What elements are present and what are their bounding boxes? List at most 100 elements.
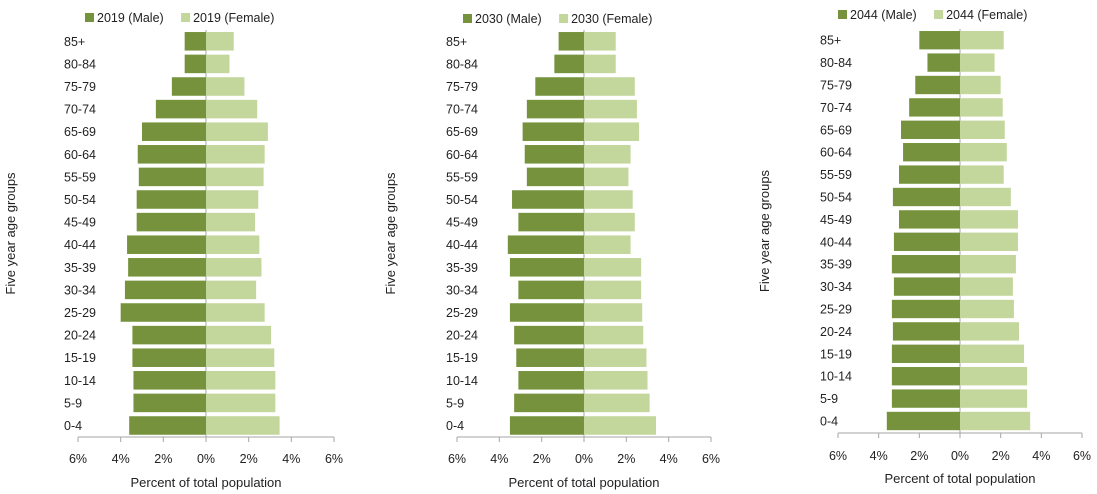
bar-female-85+ — [206, 32, 234, 51]
bar-female-0-4 — [584, 416, 656, 435]
category-label: 70-74 — [820, 101, 852, 115]
category-label: 35-39 — [64, 261, 96, 275]
x-tick-label: 6% — [448, 452, 466, 466]
bar-female-0-4 — [960, 411, 1031, 431]
bar-male-25-29 — [891, 299, 960, 319]
bar-male-70-74 — [909, 98, 960, 117]
category-label: 5-9 — [446, 396, 464, 410]
category-label: 85+ — [64, 35, 85, 49]
bar-female-30-34 — [584, 280, 642, 300]
bar-female-20-24 — [960, 322, 1019, 341]
x-tick-label: 2% — [910, 449, 928, 463]
category-label: 50-54 — [446, 193, 478, 207]
bar-female-85+ — [584, 32, 616, 51]
bar-female-55-59 — [206, 167, 264, 187]
bar-female-70-74 — [584, 99, 637, 119]
category-label: 65-69 — [446, 125, 478, 139]
bar-female-75-79 — [206, 77, 245, 96]
bar-male-45-49 — [899, 210, 960, 229]
bar-male-60-64 — [903, 143, 960, 162]
bar-female-50-54 — [206, 190, 259, 209]
bar-male-20-24 — [892, 322, 960, 341]
bar-female-10-14 — [960, 367, 1028, 386]
legend: 2019 (Male) 2019 (Female) — [85, 11, 274, 25]
x-tick-label: 0% — [951, 449, 969, 463]
category-label: 85+ — [820, 34, 841, 48]
x-tick-label: 2% — [154, 452, 172, 466]
x-axis-title: Percent of total population — [884, 471, 1035, 486]
bar-female-85+ — [960, 31, 1004, 50]
category-label: 65-69 — [64, 125, 96, 139]
bar-female-5-9 — [960, 389, 1028, 408]
bar-female-10-14 — [206, 371, 276, 390]
category-label: 15-19 — [820, 347, 852, 361]
y-axis-title: Five year age groups — [3, 172, 18, 295]
bar-female-45-49 — [584, 212, 635, 232]
legend-label-male: 2044 (Male) — [850, 8, 917, 22]
bar-female-80-84 — [584, 54, 616, 74]
bar-female-50-54 — [584, 190, 633, 209]
category-label: 25-29 — [820, 303, 852, 317]
bar-male-10-14 — [133, 371, 206, 390]
bar-male-45-49 — [136, 212, 206, 232]
bar-female-0-4 — [206, 416, 280, 435]
category-label: 80-84 — [64, 57, 96, 71]
category-label: 20-24 — [446, 329, 478, 343]
bar-female-70-74 — [206, 99, 258, 119]
bar-male-35-39 — [891, 255, 960, 274]
bar-female-75-79 — [584, 77, 635, 96]
legend-label-female: 2019 (Female) — [193, 11, 274, 25]
category-label: 0-4 — [446, 419, 464, 433]
x-tick-label: 0% — [197, 452, 215, 466]
category-label: 25-29 — [446, 306, 478, 320]
bar-male-55-59 — [526, 167, 584, 187]
bar-female-70-74 — [960, 98, 1003, 117]
y-axis-title: Five year age groups — [383, 172, 398, 295]
category-label: 0-4 — [820, 415, 838, 429]
legend-label-female: 2030 (Female) — [571, 12, 652, 26]
x-tick-label: 2% — [992, 449, 1010, 463]
bar-male-50-54 — [136, 190, 206, 209]
bar-male-30-34 — [124, 280, 206, 300]
category-label: 45-49 — [64, 216, 96, 230]
category-label: 10-14 — [820, 370, 852, 384]
bar-male-40-44 — [507, 235, 584, 254]
category-label: 40-44 — [446, 238, 478, 252]
bar-female-50-54 — [960, 187, 1011, 207]
bar-female-45-49 — [960, 210, 1018, 229]
x-tick-label: 4% — [660, 452, 678, 466]
x-tick-label: 6% — [325, 452, 343, 466]
bar-male-15-19 — [132, 348, 206, 367]
bar-male-5-9 — [514, 393, 584, 413]
bar-female-20-24 — [584, 325, 644, 345]
category-label: 55-59 — [64, 170, 96, 184]
category-label: 35-39 — [446, 261, 478, 275]
category-label: 80-84 — [446, 57, 478, 71]
bar-female-55-59 — [584, 167, 629, 187]
category-label: 40-44 — [820, 235, 852, 249]
category-label: 0-4 — [64, 419, 82, 433]
category-label: 10-14 — [64, 374, 96, 388]
bar-male-80-84 — [554, 54, 584, 74]
category-label: 45-49 — [820, 213, 852, 227]
bar-male-80-84 — [184, 54, 206, 74]
category-label: 70-74 — [64, 103, 96, 117]
category-label: 30-34 — [820, 280, 852, 294]
bar-female-75-79 — [960, 75, 1001, 95]
bar-male-60-64 — [137, 145, 206, 164]
legend-swatch-female — [559, 14, 569, 23]
bar-male-25-29 — [120, 303, 206, 322]
bar-male-40-44 — [127, 235, 206, 254]
x-tick-label: 2% — [533, 452, 551, 466]
legend-label-female: 2044 (Female) — [946, 8, 1027, 22]
bar-female-55-59 — [960, 165, 1004, 184]
category-label: 15-19 — [64, 351, 96, 365]
bar-female-35-39 — [206, 258, 262, 277]
bar-female-40-44 — [206, 235, 260, 254]
bar-male-15-19 — [891, 344, 960, 363]
bar-male-20-24 — [132, 325, 206, 345]
bar-male-70-74 — [155, 99, 206, 119]
bar-female-45-49 — [206, 212, 256, 232]
x-tick-label: 6% — [69, 452, 87, 466]
